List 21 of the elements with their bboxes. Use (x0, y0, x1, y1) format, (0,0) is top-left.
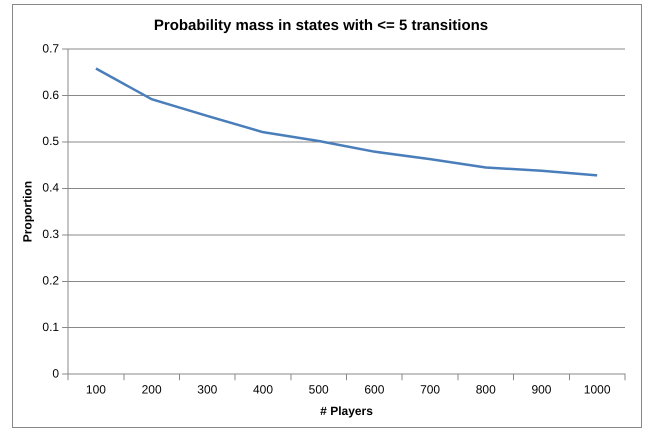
x-axis-title: # Players (320, 404, 374, 418)
y-tick-label: 0.7 (42, 41, 60, 56)
y-tick-label: 0.3 (42, 227, 60, 242)
x-tick-label: 400 (252, 382, 274, 397)
x-tick-label: 100 (86, 382, 106, 397)
x-tick-label: 500 (308, 382, 330, 397)
y-tick-label: 0.4 (42, 180, 60, 195)
x-tick-label: 200 (142, 382, 162, 397)
y-axis-title: Proportion (20, 180, 35, 242)
x-tick-label: 700 (420, 382, 440, 397)
y-tick-label: 0.2 (42, 274, 60, 288)
chart-title: Probability mass in states with <= 5 transitions (154, 17, 488, 34)
y-tick-label: 0.5 (42, 134, 60, 148)
y-tick-label: 0 (52, 366, 60, 381)
x-tick-label: 900 (531, 382, 552, 397)
x-tick-label: 1000 (584, 382, 611, 397)
x-tick-label: 600 (364, 382, 385, 397)
y-tick-label: 0.6 (42, 88, 60, 102)
x-tick-label: 300 (197, 382, 218, 397)
x-tick-label: 800 (476, 382, 496, 397)
y-tick-label: 0.1 (42, 320, 60, 334)
